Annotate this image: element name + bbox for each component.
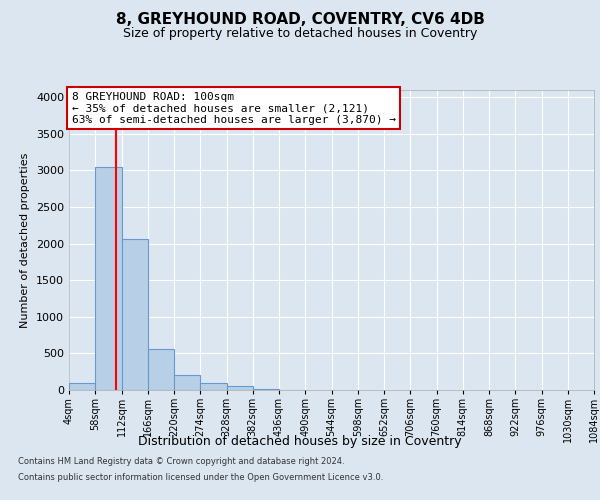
Y-axis label: Number of detached properties: Number of detached properties xyxy=(20,152,31,328)
Bar xyxy=(69,382,95,390)
Bar xyxy=(227,386,253,390)
Text: Contains HM Land Registry data © Crown copyright and database right 2024.: Contains HM Land Registry data © Crown c… xyxy=(18,458,344,466)
Text: 8 GREYHOUND ROAD: 100sqm
← 35% of detached houses are smaller (2,121)
63% of sem: 8 GREYHOUND ROAD: 100sqm ← 35% of detach… xyxy=(71,92,395,124)
Bar xyxy=(121,240,148,390)
Bar xyxy=(148,349,174,390)
Bar xyxy=(200,383,227,390)
Text: 8, GREYHOUND ROAD, COVENTRY, CV6 4DB: 8, GREYHOUND ROAD, COVENTRY, CV6 4DB xyxy=(116,12,484,28)
Bar xyxy=(174,376,200,390)
Text: Size of property relative to detached houses in Coventry: Size of property relative to detached ho… xyxy=(123,28,477,40)
Text: Distribution of detached houses by size in Coventry: Distribution of detached houses by size … xyxy=(138,435,462,448)
Text: Contains public sector information licensed under the Open Government Licence v3: Contains public sector information licen… xyxy=(18,472,383,482)
Bar xyxy=(95,167,121,390)
